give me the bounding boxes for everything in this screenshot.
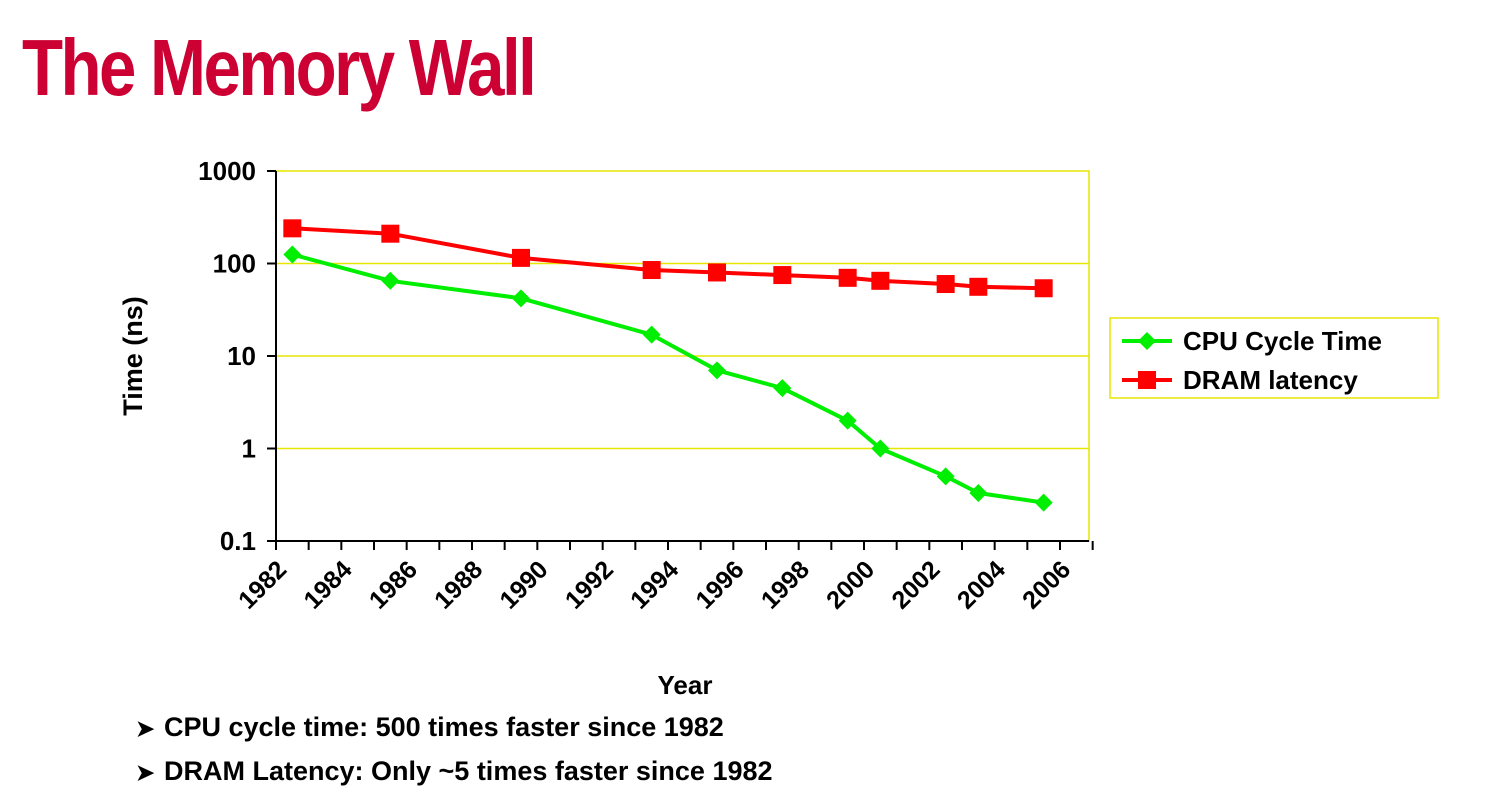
x-tick-label: 1984 — [298, 555, 357, 614]
y-axis-label: Time (ns) — [118, 296, 148, 416]
x-axis-label: Year — [658, 670, 713, 700]
y-tick-label: 0.1 — [220, 526, 256, 556]
data-point-cpu — [381, 271, 400, 290]
x-tick-label: 1996 — [690, 555, 749, 614]
data-point-dram — [838, 268, 857, 287]
data-point-cpu — [871, 439, 890, 458]
data-point-dram — [642, 261, 661, 280]
gridlines — [276, 262, 1089, 450]
data-point-cpu — [283, 245, 302, 264]
legend-marker-dram — [1138, 371, 1156, 389]
data-point-cpu — [1034, 493, 1053, 512]
data-point-cpu — [512, 289, 530, 308]
y-ticks: 0.1 1 10 100 1000 — [198, 156, 276, 556]
x-tick-label: 1986 — [364, 555, 423, 614]
arrow-bullet-icon: ➤ — [136, 760, 155, 785]
data-point-dram — [871, 271, 890, 290]
data-point-dram — [773, 266, 792, 285]
data-point-cpu — [969, 484, 988, 503]
data-point-cpu — [708, 361, 726, 380]
data-point-cpu — [936, 467, 955, 486]
y-tick-label: 1000 — [198, 156, 256, 186]
x-tick-label: 1992 — [560, 555, 619, 614]
x-tick-label: 1982 — [233, 555, 292, 614]
arrow-bullet-icon: ➤ — [136, 716, 155, 741]
data-point-dram — [708, 263, 726, 282]
legend-marker-cpu — [1138, 332, 1156, 350]
slide-title: The Memory Wall — [22, 23, 537, 112]
x-tick-label: 1998 — [756, 555, 815, 614]
data-point-cpu — [838, 411, 857, 430]
y-tick-label: 100 — [213, 249, 256, 279]
x-tick-label: 1988 — [429, 555, 488, 614]
data-point-dram — [283, 219, 302, 238]
data-point-dram — [1034, 279, 1053, 298]
x-tick-label: 2006 — [1017, 555, 1076, 614]
series-layer — [283, 219, 1053, 512]
bullet-item: ➤ CPU cycle time: 500 times faster since … — [136, 706, 773, 750]
x-tick-label: 1990 — [494, 555, 553, 614]
data-point-dram — [936, 275, 955, 294]
legend-box — [1109, 317, 1439, 399]
x-tick-label: 2000 — [821, 555, 880, 614]
data-point-dram — [969, 277, 988, 296]
x-tick-label: 2002 — [886, 555, 945, 614]
bullet-list: ➤ CPU cycle time: 500 times faster since … — [136, 706, 773, 794]
data-point-cpu — [773, 379, 792, 398]
legend-label-cpu: CPU Cycle Time — [1183, 326, 1382, 356]
legend: CPU Cycle Time DRAM latency — [1109, 317, 1439, 399]
x-ticks: 1982 1984 1986 1988 1990 1992 1994 1996 1998 2000… — [233, 541, 1094, 615]
bullet-text: DRAM Latency: Only ~5 times faster since… — [164, 756, 773, 786]
y-tick-label: 10 — [227, 341, 256, 371]
bullet-item: ➤ DRAM Latency: Only ~5 times faster sinc… — [136, 750, 773, 794]
legend-label-dram: DRAM latency — [1183, 365, 1358, 395]
x-tick-label: 2004 — [952, 555, 1011, 614]
bullet-text: CPU cycle time: 500 times faster since 1… — [164, 712, 724, 742]
x-tick-label: 1994 — [625, 555, 684, 614]
data-point-cpu — [642, 325, 661, 344]
data-point-dram — [512, 248, 530, 267]
y-tick-label: 1 — [242, 434, 256, 464]
data-point-dram — [381, 224, 400, 243]
